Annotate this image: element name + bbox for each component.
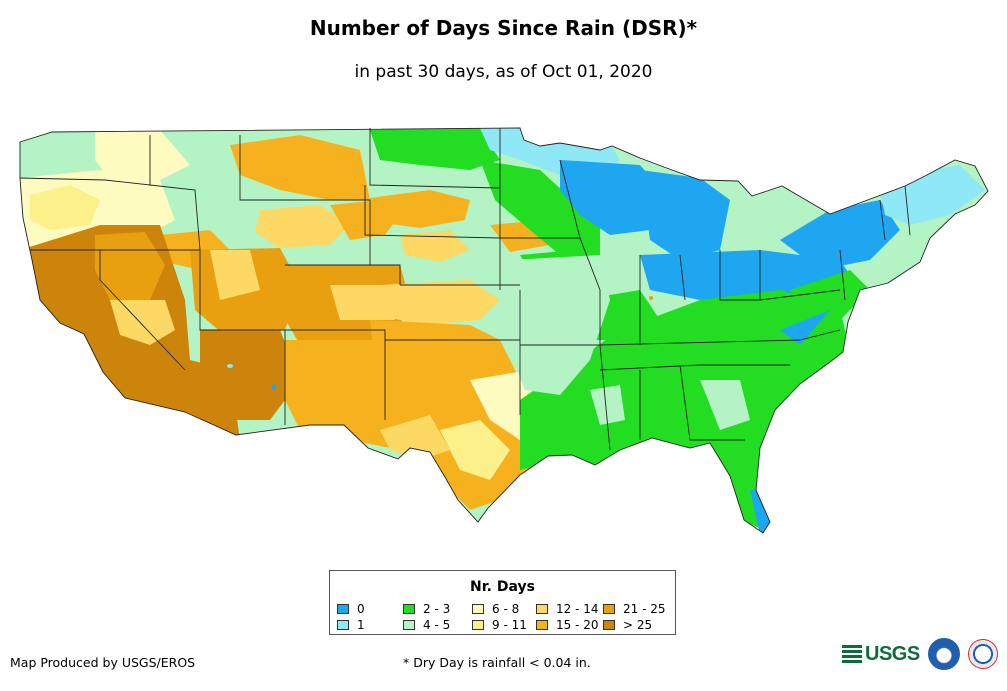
legend-swatch — [536, 619, 548, 630]
legend-label: 21 - 25 — [623, 601, 666, 616]
legend-swatch — [603, 603, 615, 614]
legend-title: Nr. Days — [470, 579, 535, 595]
legend-swatch — [472, 619, 484, 630]
usgs-logo: USGS — [842, 643, 920, 666]
legend-label: > 25 — [623, 617, 653, 632]
legend-swatch — [337, 603, 349, 614]
legend-label: 2 - 3 — [423, 601, 451, 616]
legend-item: 4 - 5 — [403, 617, 451, 632]
nws-logo-icon — [967, 639, 998, 669]
legend-label: 12 - 14 — [556, 601, 599, 616]
legend-item: 21 - 25 — [603, 601, 666, 616]
map-title: Number of Days Since Rain (DSR)* — [309, 16, 698, 40]
us-dsr-map — [19, 127, 989, 534]
legend-item: 0 — [337, 601, 365, 616]
noaa-logo-icon — [927, 638, 960, 670]
legend-label: 6 - 8 — [492, 601, 520, 616]
legend-label: 15 - 20 — [556, 617, 599, 632]
legend-item: 6 - 8 — [472, 601, 520, 616]
legend-swatch — [403, 603, 415, 614]
legend-label: 1 — [357, 617, 365, 632]
legend-swatch — [403, 619, 415, 630]
dry-spot — [649, 296, 653, 300]
legend-swatch — [472, 603, 484, 614]
legend-item: 12 - 14 — [536, 601, 599, 616]
legend-label: 9 - 11 — [492, 617, 527, 632]
legend-swatch — [337, 619, 349, 630]
legend-label: 0 — [357, 601, 365, 616]
agency-logos: USGS — [842, 638, 998, 670]
rain-zones — [20, 128, 985, 533]
legend-item: 2 - 3 — [403, 601, 451, 616]
map-credit: Map Produced by USGS/EROS — [10, 655, 196, 670]
legend-swatch — [536, 603, 548, 614]
dry-day-footnote: * Dry Day is rainfall < 0.04 in. — [403, 655, 591, 670]
usgs-mark-icon — [842, 645, 862, 663]
legend-item: 15 - 20 — [536, 617, 599, 632]
legend: Nr. Days 0 1 2 - 3 4 - 5 6 - 8 9 - 11 12… — [329, 570, 676, 635]
legend-item: 9 - 11 — [472, 617, 527, 632]
state-borders — [19, 127, 989, 534]
legend-item: 1 — [337, 617, 365, 632]
legend-label: 4 - 5 — [423, 617, 451, 632]
legend-swatch — [603, 619, 615, 630]
lake-marker — [272, 384, 276, 390]
lake-marker — [227, 364, 233, 368]
usgs-wordmark: USGS — [865, 642, 920, 665]
legend-item: > 25 — [603, 617, 653, 632]
map-subtitle: in past 30 days, as of Oct 01, 2020 — [354, 62, 653, 82]
